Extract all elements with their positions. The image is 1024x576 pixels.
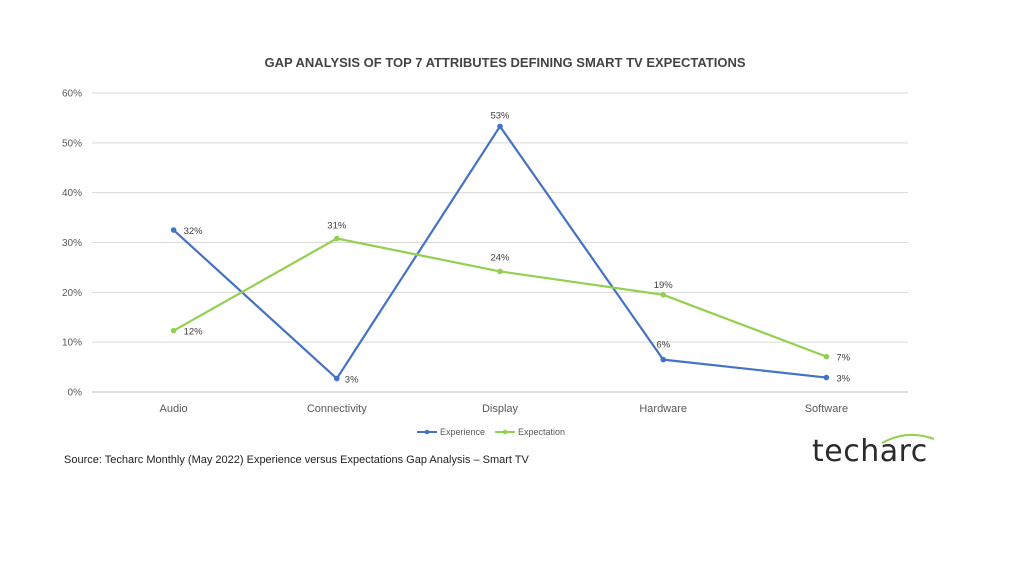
y-tick-label: 10%: [62, 338, 82, 349]
x-category-label: Display: [482, 403, 519, 415]
data-point: [660, 356, 666, 363]
y-tick-label: 0%: [68, 388, 83, 399]
data-point: [170, 227, 177, 233]
legend-marker: [424, 429, 430, 435]
y-tick-label: 60%: [62, 89, 82, 100]
source-note: Source: Techarc Monthly (May 2022) Exper…: [64, 454, 529, 466]
y-tick-label: 30%: [62, 238, 82, 249]
legend-label: Experience: [440, 427, 485, 437]
logo-arc-icon: [881, 433, 935, 444]
data-point: [823, 353, 830, 360]
data-point: [334, 235, 340, 242]
data-labels: 32% 3% 53% 6% 3% 12% 31% 24% 19% 7%: [184, 110, 851, 385]
gridlines: [92, 92, 908, 393]
data-point: [334, 375, 340, 382]
data-point: [497, 268, 503, 275]
data-point: [170, 327, 177, 334]
data-point: [660, 292, 666, 298]
data-label: 19%: [654, 280, 674, 291]
data-label: 31%: [327, 221, 347, 232]
data-label: 24%: [490, 252, 510, 263]
data-label: 6%: [656, 340, 670, 351]
legend-marker: [502, 429, 508, 435]
legend-label: Expectation: [518, 427, 565, 437]
data-label: 3%: [836, 374, 850, 385]
legend: Experience Expectation: [417, 427, 565, 437]
data-label: 3%: [345, 375, 359, 386]
y-tick-label: 40%: [62, 188, 82, 199]
data-point: [497, 123, 503, 130]
data-label: 12%: [184, 327, 204, 338]
chart-title: GAP ANALYSIS OF TOP 7 ATTRIBUTES DEFININ…: [264, 55, 745, 70]
x-category-label: Audio: [160, 403, 188, 415]
data-label: 32%: [184, 226, 204, 237]
x-category-label: Connectivity: [307, 403, 367, 415]
series-layer: [170, 123, 830, 382]
x-axis-categories: Audio Connectivity Display Hardware Software: [160, 403, 849, 415]
data-label: 7%: [836, 353, 850, 364]
data-point: [823, 374, 830, 381]
x-category-label: Hardware: [639, 403, 687, 415]
y-tick-label: 50%: [62, 138, 82, 149]
x-category-label: Software: [805, 403, 848, 415]
y-axis-ticks: 0% 10% 20% 30% 40% 50% 60%: [62, 89, 82, 399]
logo-text: techarc: [812, 434, 928, 469]
data-label: 53%: [490, 110, 510, 121]
y-tick-label: 20%: [62, 288, 82, 299]
techarc-logo: techarc: [812, 430, 942, 478]
